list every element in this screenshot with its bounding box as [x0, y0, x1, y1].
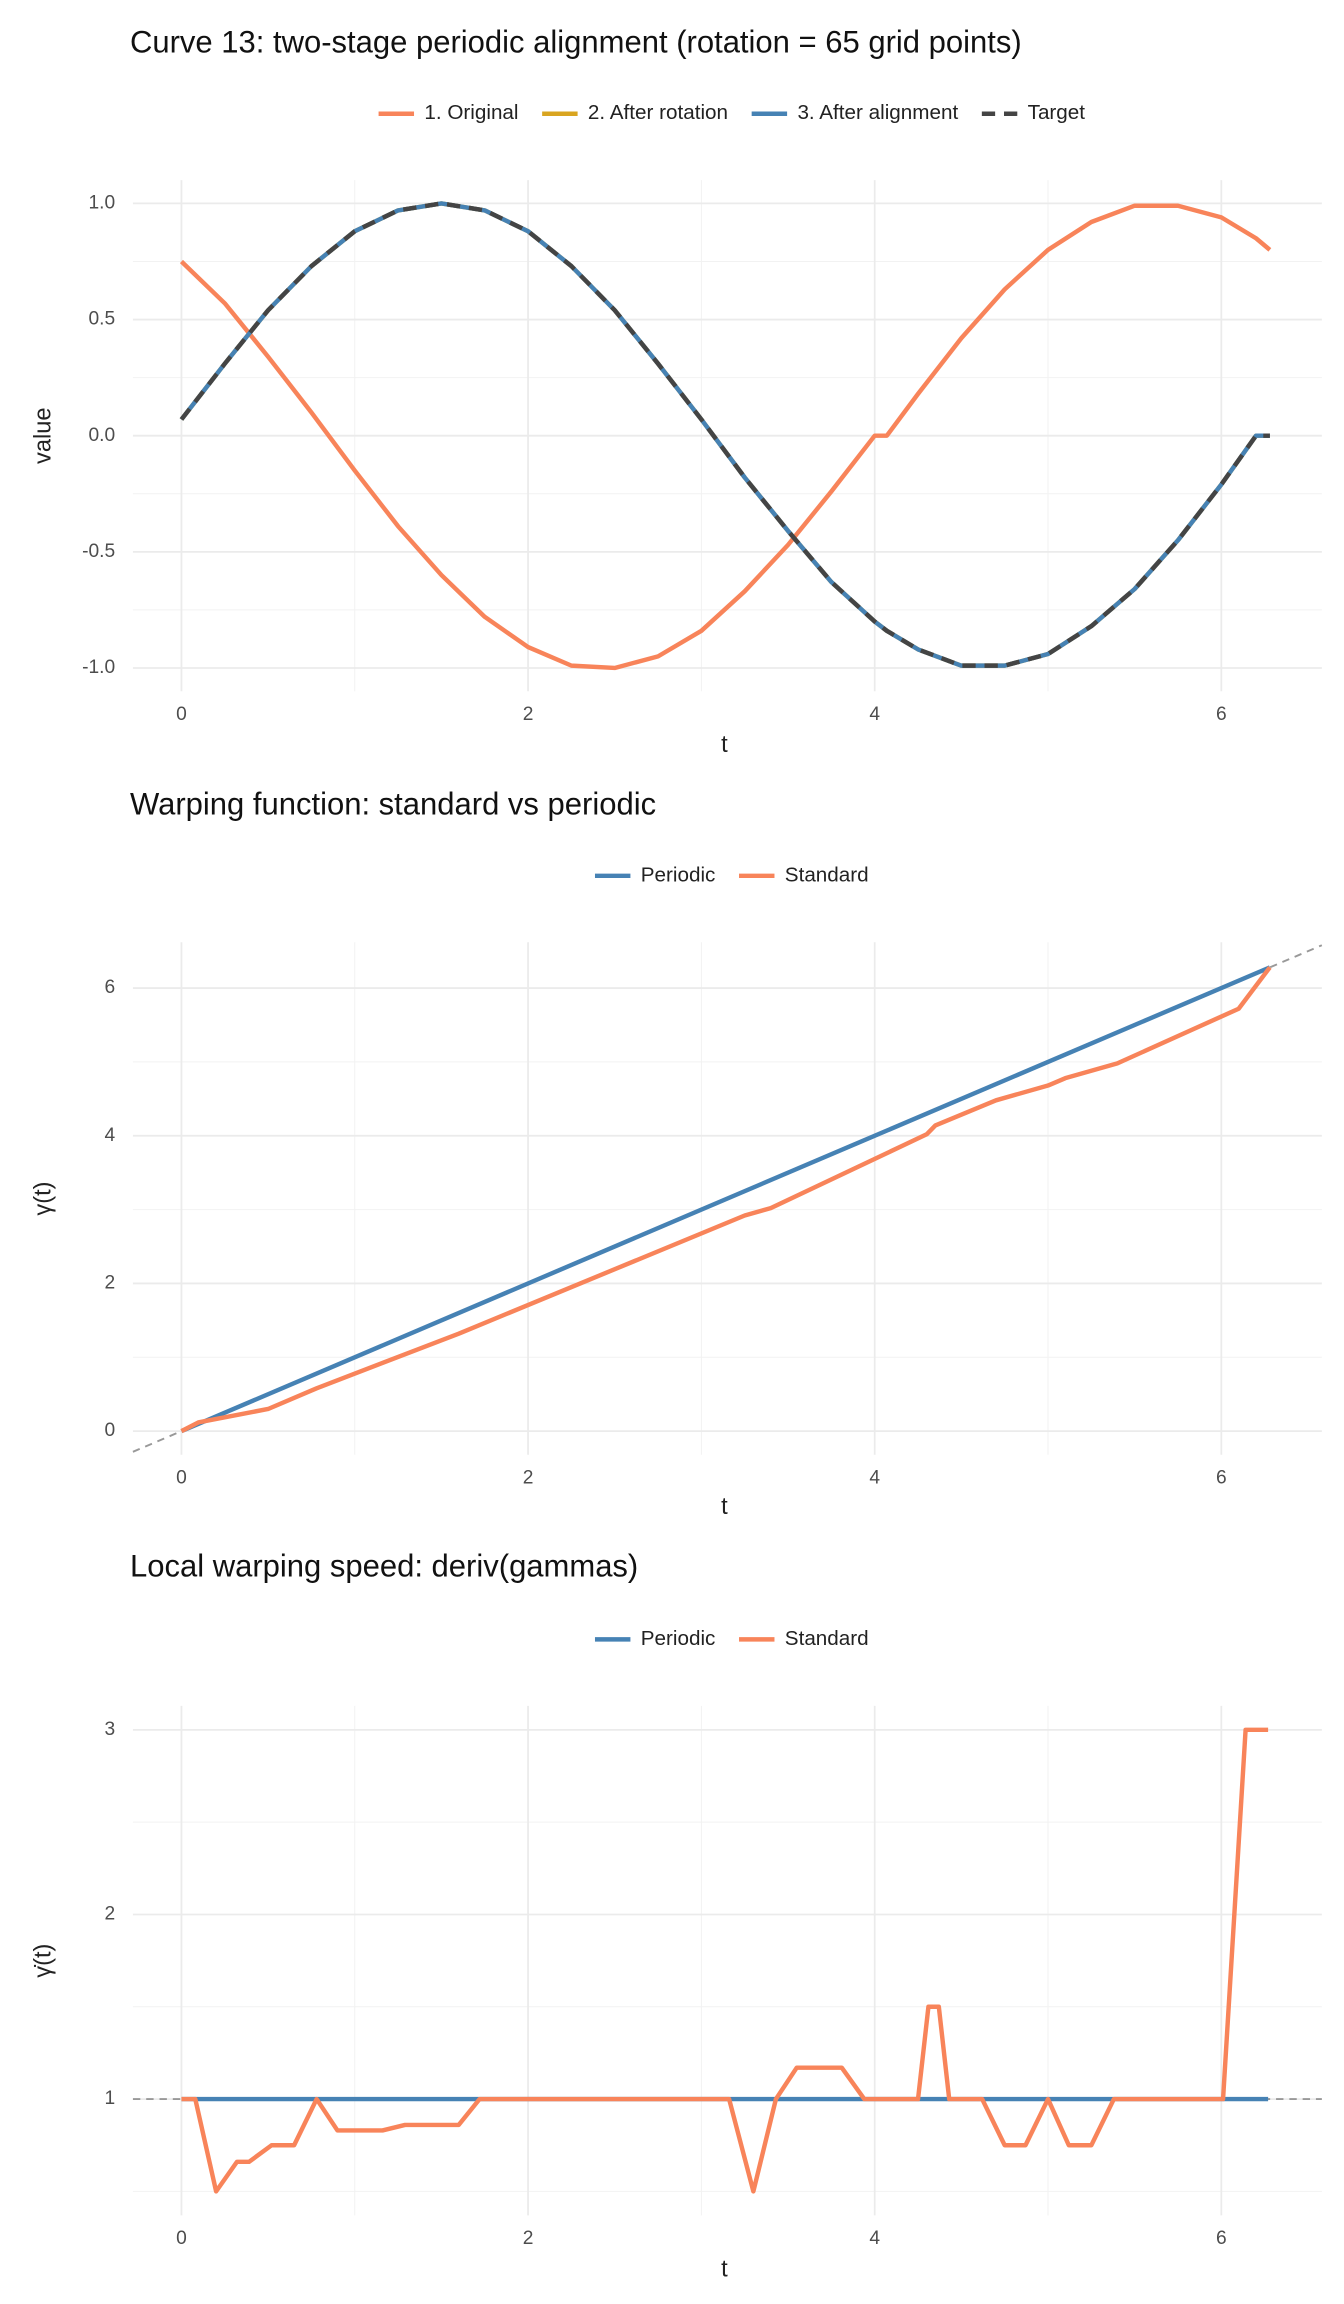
- series-line: [180, 966, 1272, 1434]
- x-tick-label: 6: [1216, 704, 1227, 725]
- x-tick-label: 4: [869, 1467, 880, 1488]
- series-line: [179, 203, 1272, 671]
- y-tick-label: 0: [105, 1420, 116, 1441]
- series-line: [179, 201, 1270, 668]
- x-axis-label: t: [721, 2256, 728, 2282]
- x-tick-label: 0: [176, 704, 187, 725]
- x-tick-label: 6: [1216, 2228, 1227, 2249]
- series-line: [179, 201, 1270, 668]
- y-tick-label: 4: [105, 1125, 116, 1146]
- legend: Periodic Standard: [594, 863, 869, 886]
- legend-label: 3. After alignment: [797, 101, 958, 124]
- chart-panel: Curve 13: two-stage periodic alignment (…: [31, 24, 1322, 758]
- chart-title: Warping function: standard vs periodic: [130, 787, 656, 822]
- x-tick-label: 4: [869, 704, 880, 725]
- chart-panel: Warping function: standard vs periodic 0 2…: [31, 787, 1323, 1520]
- x-axis-label: t: [721, 1494, 728, 1520]
- chart-panel: Local warping speed: deriv(gammas) 0 2 4 6 1 2…: [31, 1549, 1322, 2282]
- x-tick-label: 0: [176, 2228, 187, 2249]
- y-tick-label: 2: [105, 1273, 116, 1294]
- y-tick-label: 1.0: [89, 192, 116, 213]
- legend-label: Periodic: [641, 863, 716, 886]
- legend-label: Standard: [785, 1627, 869, 1650]
- series-line: [181, 1727, 1269, 2194]
- x-tick-label: 2: [523, 704, 534, 725]
- series-line: [179, 201, 1270, 668]
- y-tick-label: -0.5: [82, 541, 115, 562]
- x-tick-label: 2: [523, 1467, 534, 1488]
- chart-title: Curve 13: two-stage periodic alignment (…: [130, 24, 1022, 59]
- legend-label: 2. After rotation: [588, 101, 728, 124]
- legend-label: Target: [1028, 101, 1086, 124]
- y-axis-label: γ̇(t): [31, 1944, 57, 1978]
- legend-label: 1. Original: [424, 101, 518, 124]
- x-axis-label: t: [721, 732, 728, 758]
- y-tick-label: -1.0: [82, 657, 115, 678]
- legend-label: Standard: [785, 863, 869, 886]
- legend: Periodic Standard: [594, 1627, 869, 1650]
- x-tick-label: 0: [176, 1467, 187, 1488]
- y-axis-label: value: [31, 407, 57, 463]
- series-line: [180, 965, 1271, 1434]
- y-tick-label: 6: [105, 977, 116, 998]
- legend-label: Periodic: [641, 1627, 716, 1650]
- y-axis-label: γ(t): [31, 1181, 57, 1215]
- x-tick-label: 4: [869, 2228, 880, 2249]
- y-tick-label: 3: [105, 1719, 116, 1740]
- legend: 1. Original 2. After rotation 3. After ali…: [378, 101, 1086, 124]
- y-tick-label: 1: [105, 2088, 116, 2109]
- y-tick-label: 0.5: [89, 309, 116, 330]
- y-tick-label: 0.0: [89, 425, 116, 446]
- y-tick-label: 2: [105, 1904, 116, 1925]
- x-tick-label: 2: [523, 2228, 534, 2249]
- x-tick-label: 6: [1216, 1467, 1227, 1488]
- chart-title: Local warping speed: deriv(gammas): [130, 1549, 638, 1584]
